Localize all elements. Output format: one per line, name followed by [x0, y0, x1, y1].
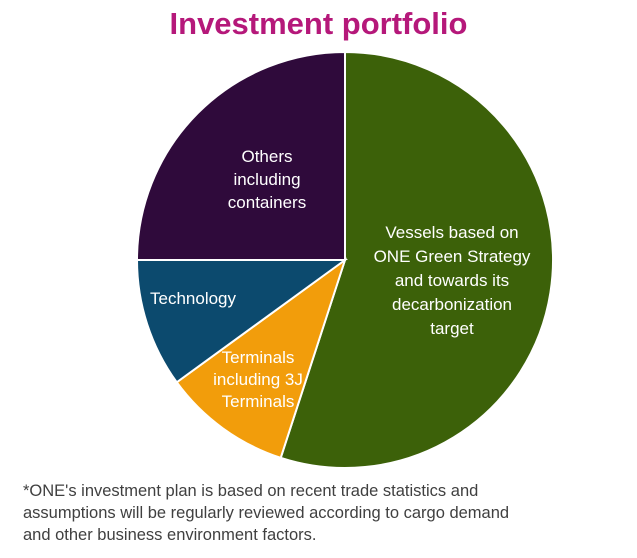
chart-title: Investment portfolio [169, 6, 468, 41]
pie-slice-label-4: Others including containers [228, 147, 306, 212]
footnote-line-2: assumptions will be regularly reviewed a… [23, 504, 510, 522]
footnote-line-3: and other business environment factors. [23, 526, 317, 544]
pie-slice-label-2: Terminals including 3J Terminals [213, 348, 303, 411]
footnote: *ONE's investment plan is based on recen… [23, 480, 633, 546]
pie-slice-label-1: Vessels based on ONE Green Strategy and to… [374, 223, 531, 338]
pie-slice-3 [135, 259, 349, 384]
pie-slice-1 [279, 50, 554, 469]
pie-slice-label-3: Technology [150, 289, 237, 308]
pie-slice-4 [135, 50, 346, 261]
pie-labels: Vessels based on ONE Green Strategy and to… [150, 147, 531, 411]
pie-slice-2 [175, 257, 347, 460]
footnote-line-1: *ONE's investment plan is based on recen… [23, 482, 479, 500]
pie-slices [135, 50, 554, 469]
